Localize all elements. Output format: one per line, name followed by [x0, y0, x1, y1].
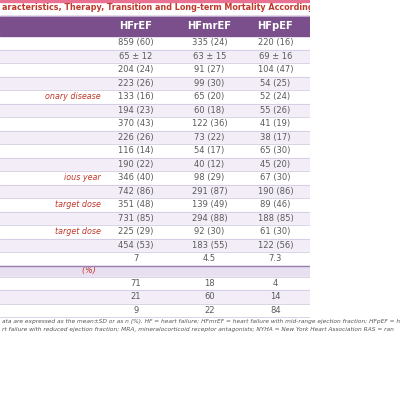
Text: 18: 18 [204, 279, 215, 288]
Bar [0, 304, 310, 317]
Bar [0, 90, 310, 104]
Text: 225 (29): 225 (29) [118, 227, 154, 236]
Bar [0, 0, 310, 16]
Text: 4.5: 4.5 [203, 254, 216, 263]
Text: 194 (23): 194 (23) [118, 106, 154, 115]
Bar [0, 76, 310, 90]
Text: 351 (48): 351 (48) [118, 200, 154, 209]
Text: 40 (12): 40 (12) [194, 160, 224, 169]
Text: 204 (24): 204 (24) [118, 65, 154, 74]
Bar [0, 63, 310, 76]
Bar [0, 171, 310, 184]
Bar [0, 198, 310, 212]
Text: 294 (88): 294 (88) [192, 214, 227, 223]
Text: 52 (24): 52 (24) [260, 92, 290, 101]
Bar [0, 238, 310, 252]
Text: 4: 4 [273, 279, 278, 288]
Text: 223 (26): 223 (26) [118, 79, 154, 88]
Text: 335 (24): 335 (24) [192, 38, 227, 47]
Bar [0, 130, 310, 144]
Text: 89 (46): 89 (46) [260, 200, 291, 209]
Text: 65 (30): 65 (30) [260, 146, 291, 155]
Text: 98 (29): 98 (29) [194, 173, 224, 182]
Text: 41 (19): 41 (19) [260, 119, 290, 128]
Text: 139 (49): 139 (49) [192, 200, 227, 209]
Text: 104 (47): 104 (47) [258, 65, 293, 74]
Text: 21: 21 [130, 292, 141, 301]
Bar [0, 117, 310, 130]
Text: 65 ± 12: 65 ± 12 [119, 52, 152, 61]
Text: onary disease: onary disease [45, 92, 101, 101]
Text: 54 (25): 54 (25) [260, 79, 290, 88]
Text: 61 (30): 61 (30) [260, 227, 291, 236]
Text: rt failure with reduced ejection fraction; MRA, mineralocorticoid receptor antag: rt failure with reduced ejection fractio… [2, 327, 394, 332]
Text: 454 (53): 454 (53) [118, 241, 154, 250]
Text: 859 (60): 859 (60) [118, 38, 154, 47]
Text: 9: 9 [133, 306, 138, 315]
Text: 38 (17): 38 (17) [260, 133, 291, 142]
Bar [0, 50, 310, 63]
Text: HFrEF: HFrEF [119, 21, 152, 31]
Text: HFmrEF: HFmrEF [188, 21, 232, 31]
Text: (%): (%) [82, 266, 101, 276]
Text: 220 (16): 220 (16) [258, 38, 293, 47]
Text: 73 (22): 73 (22) [194, 133, 225, 142]
Text: 92 (30): 92 (30) [194, 227, 224, 236]
Bar [0, 225, 310, 238]
Text: HFpEF: HFpEF [258, 21, 293, 31]
Text: 7.3: 7.3 [269, 254, 282, 263]
Text: 183 (55): 183 (55) [192, 241, 227, 250]
Text: 71: 71 [130, 279, 141, 288]
Text: 63 ± 15: 63 ± 15 [193, 52, 226, 61]
Text: 291 (87): 291 (87) [192, 187, 227, 196]
Bar [0, 184, 310, 198]
Text: 84: 84 [270, 306, 281, 315]
Text: aracteristics, Therapy, Transition and Long-term Mortality According to Heart Fa: aracteristics, Therapy, Transition and L… [2, 4, 396, 12]
Bar [0, 16, 310, 36]
Text: 65 (20): 65 (20) [194, 92, 224, 101]
Text: target dose: target dose [55, 200, 101, 209]
Text: 116 (14): 116 (14) [118, 146, 154, 155]
Text: 122 (36): 122 (36) [192, 119, 227, 128]
Text: 122 (56): 122 (56) [258, 241, 293, 250]
Text: 60: 60 [204, 292, 215, 301]
Text: 190 (22): 190 (22) [118, 160, 154, 169]
Text: 22: 22 [204, 306, 215, 315]
Text: 346 (40): 346 (40) [118, 173, 154, 182]
Bar [0, 266, 310, 276]
Text: 60 (18): 60 (18) [194, 106, 225, 115]
Text: 190 (86): 190 (86) [258, 187, 293, 196]
Bar [0, 252, 310, 266]
Text: 45 (20): 45 (20) [260, 160, 290, 169]
Bar [0, 158, 310, 171]
Bar [0, 0, 310, 2]
Bar [0, 276, 310, 290]
Text: 7: 7 [133, 254, 138, 263]
Bar [0, 212, 310, 225]
Text: 91 (27): 91 (27) [194, 65, 224, 74]
Text: 67 (30): 67 (30) [260, 173, 291, 182]
Text: 133 (16): 133 (16) [118, 92, 154, 101]
Text: 188 (85): 188 (85) [258, 214, 293, 223]
Text: 99 (30): 99 (30) [194, 79, 224, 88]
Text: 370 (43): 370 (43) [118, 119, 154, 128]
Bar [0, 36, 310, 50]
Text: 69 ± 16: 69 ± 16 [259, 52, 292, 61]
Text: 55 (26): 55 (26) [260, 106, 290, 115]
Text: 742 (86): 742 (86) [118, 187, 154, 196]
Text: 731 (85): 731 (85) [118, 214, 154, 223]
Text: 226 (26): 226 (26) [118, 133, 154, 142]
Bar [0, 104, 310, 117]
Text: 54 (17): 54 (17) [194, 146, 224, 155]
Bar [0, 290, 310, 304]
Text: 14: 14 [270, 292, 281, 301]
Bar [0, 144, 310, 158]
Text: target dose: target dose [55, 227, 101, 236]
Text: ious year: ious year [64, 173, 101, 182]
Text: ata are expressed as the mean±SD or as n (%). HF = heart failure; HFmrEF = heart: ata are expressed as the mean±SD or as n… [2, 319, 400, 324]
